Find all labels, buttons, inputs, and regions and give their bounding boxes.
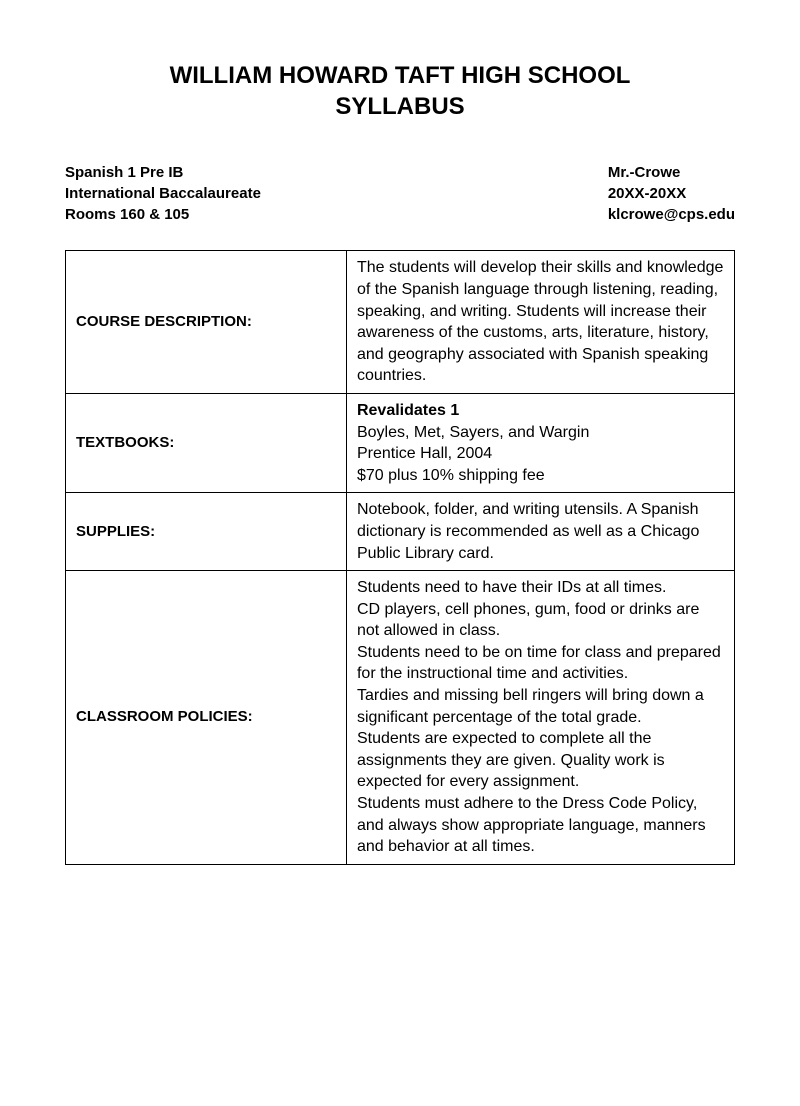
course-description-content: The students will develop their skills a… xyxy=(346,251,734,394)
policy-item: Tardies and missing bell ringers will br… xyxy=(357,685,724,728)
policy-item: CD players, cell phones, gum, food or dr… xyxy=(357,599,724,642)
table-row: COURSE DESCRIPTION: The students will de… xyxy=(66,251,735,394)
title-line-2: SYLLABUS xyxy=(65,91,735,122)
table-row: CLASSROOM POLICIES: Students need to hav… xyxy=(66,571,735,865)
course-description-label: COURSE DESCRIPTION: xyxy=(66,251,347,394)
policy-item: Students are expected to complete all th… xyxy=(357,728,724,793)
teacher-email: klcrowe@cps.edu xyxy=(608,204,735,225)
textbook-publisher: Prentice Hall, 2004 xyxy=(357,443,724,465)
teacher-name: Mr.-Crowe xyxy=(608,162,735,183)
table-row: SUPPLIES: Notebook, folder, and writing … xyxy=(66,493,735,571)
policy-item: Students need to be on time for class an… xyxy=(357,642,724,685)
classroom-policies-label: CLASSROOM POLICIES: xyxy=(66,571,347,865)
document-title: WILLIAM HOWARD TAFT HIGH SCHOOL SYLLABUS xyxy=(65,60,735,122)
textbooks-content: Revalidates 1 Boyles, Met, Sayers, and W… xyxy=(346,393,734,492)
textbook-price: $70 plus 10% shipping fee xyxy=(357,465,724,487)
table-row: TEXTBOOKS: Revalidates 1 Boyles, Met, Sa… xyxy=(66,393,735,492)
syllabus-table: COURSE DESCRIPTION: The students will de… xyxy=(65,250,735,864)
policy-item: Students need to have their IDs at all t… xyxy=(357,577,724,599)
header-right: Mr.-Crowe 20XX-20XX klcrowe@cps.edu xyxy=(608,162,735,225)
title-line-1: WILLIAM HOWARD TAFT HIGH SCHOOL xyxy=(65,60,735,91)
textbooks-label: TEXTBOOKS: xyxy=(66,393,347,492)
textbook-authors: Boyles, Met, Sayers, and Wargin xyxy=(357,422,724,444)
header-info: Spanish 1 Pre IB International Baccalaur… xyxy=(65,162,735,225)
header-left: Spanish 1 Pre IB International Baccalaur… xyxy=(65,162,261,225)
textbook-title: Revalidates 1 xyxy=(357,400,724,422)
school-year: 20XX-20XX xyxy=(608,183,735,204)
program-name: International Baccalaureate xyxy=(65,183,261,204)
room-numbers: Rooms 160 & 105 xyxy=(65,204,261,225)
classroom-policies-content: Students need to have their IDs at all t… xyxy=(346,571,734,865)
course-name: Spanish 1 Pre IB xyxy=(65,162,261,183)
supplies-label: SUPPLIES: xyxy=(66,493,347,571)
policy-item: Students must adhere to the Dress Code P… xyxy=(357,793,724,858)
supplies-content: Notebook, folder, and writing utensils. … xyxy=(346,493,734,571)
